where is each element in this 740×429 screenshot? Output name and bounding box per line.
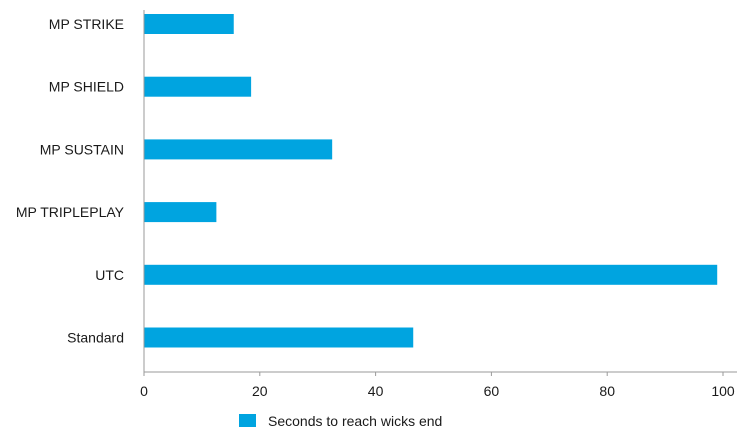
category-label-mp-tripleplay: MP TRIPLEPLAY xyxy=(16,204,125,220)
bar-mp-shield xyxy=(144,76,252,97)
axes xyxy=(143,10,737,373)
category-label-standard: Standard xyxy=(67,330,124,346)
bar-mp-sustain xyxy=(144,139,333,160)
bars xyxy=(144,14,718,348)
category-label-mp-sustain: MP SUSTAIN xyxy=(40,141,124,157)
category-labels: MP STRIKE MP SHIELD MP SUSTAIN MP TRIPLEPLA… xyxy=(16,16,125,346)
legend-swatch xyxy=(239,414,256,427)
bar-standard xyxy=(144,327,414,348)
legend-label: Seconds to reach wicks end xyxy=(268,413,442,429)
legend: Seconds to reach wicks end xyxy=(239,413,442,429)
x-tick-label: 80 xyxy=(599,383,615,399)
category-label-mp-strike: MP STRIKE xyxy=(49,16,124,32)
category-label-mp-shield: MP SHIELD xyxy=(49,79,124,95)
x-tick-label: 0 xyxy=(140,383,148,399)
x-tick-label: 20 xyxy=(252,383,268,399)
bar-mp-strike xyxy=(144,14,234,34)
x-tick-label: 40 xyxy=(368,383,384,399)
x-tick-label: 60 xyxy=(484,383,500,399)
x-axis-ticks: 0 20 40 60 80 100 xyxy=(140,372,735,399)
x-tick-label: 100 xyxy=(711,383,735,399)
category-label-utc: UTC xyxy=(95,267,124,283)
bar-utc xyxy=(144,264,718,285)
bar-mp-tripleplay xyxy=(144,202,217,223)
